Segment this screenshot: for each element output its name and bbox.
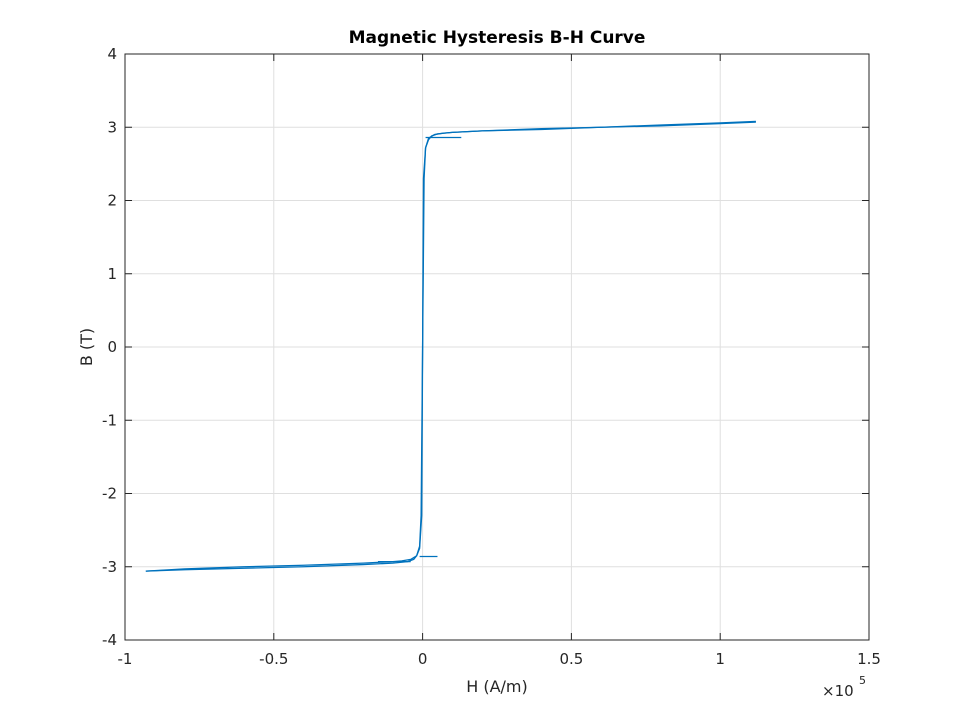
- x-exponent-power: 5: [859, 674, 866, 687]
- x-tick-label: 0: [418, 650, 428, 668]
- y-tick-label: -3: [102, 558, 117, 576]
- y-tick-label: 4: [107, 45, 117, 63]
- x-exponent-base: ×10: [822, 682, 854, 700]
- x-tick-label: 1.5: [857, 650, 881, 668]
- y-tick-label: 2: [107, 192, 117, 210]
- x-tick-label: -1: [118, 650, 133, 668]
- x-exponent-label: ×10 5: [822, 674, 866, 700]
- tick-layer: -1 -0.5 0 0.5 1 1.5 -4 -3 -2 -1 0 1 2 3 4: [102, 45, 881, 668]
- y-tick-label: 0: [107, 338, 117, 356]
- series-line-descending: [145, 121, 756, 572]
- chart-title: Magnetic Hysteresis B-H Curve: [349, 28, 646, 48]
- x-tick-label: 1: [715, 650, 725, 668]
- x-axis-label: H (A/m): [466, 677, 528, 696]
- y-tick-label: 1: [107, 265, 117, 283]
- x-tick-label: -0.5: [259, 650, 288, 668]
- y-axis-label: B (T): [77, 328, 96, 366]
- grid-layer: [124, 53, 870, 641]
- y-tick-label: -2: [102, 485, 117, 503]
- y-tick-label: -4: [102, 631, 117, 649]
- x-tick-label: 0.5: [559, 650, 583, 668]
- series-line-ascending: [145, 120, 756, 572]
- y-tick-label: 3: [107, 118, 117, 136]
- y-tick-label: -1: [102, 411, 117, 429]
- data-layer: [145, 120, 756, 572]
